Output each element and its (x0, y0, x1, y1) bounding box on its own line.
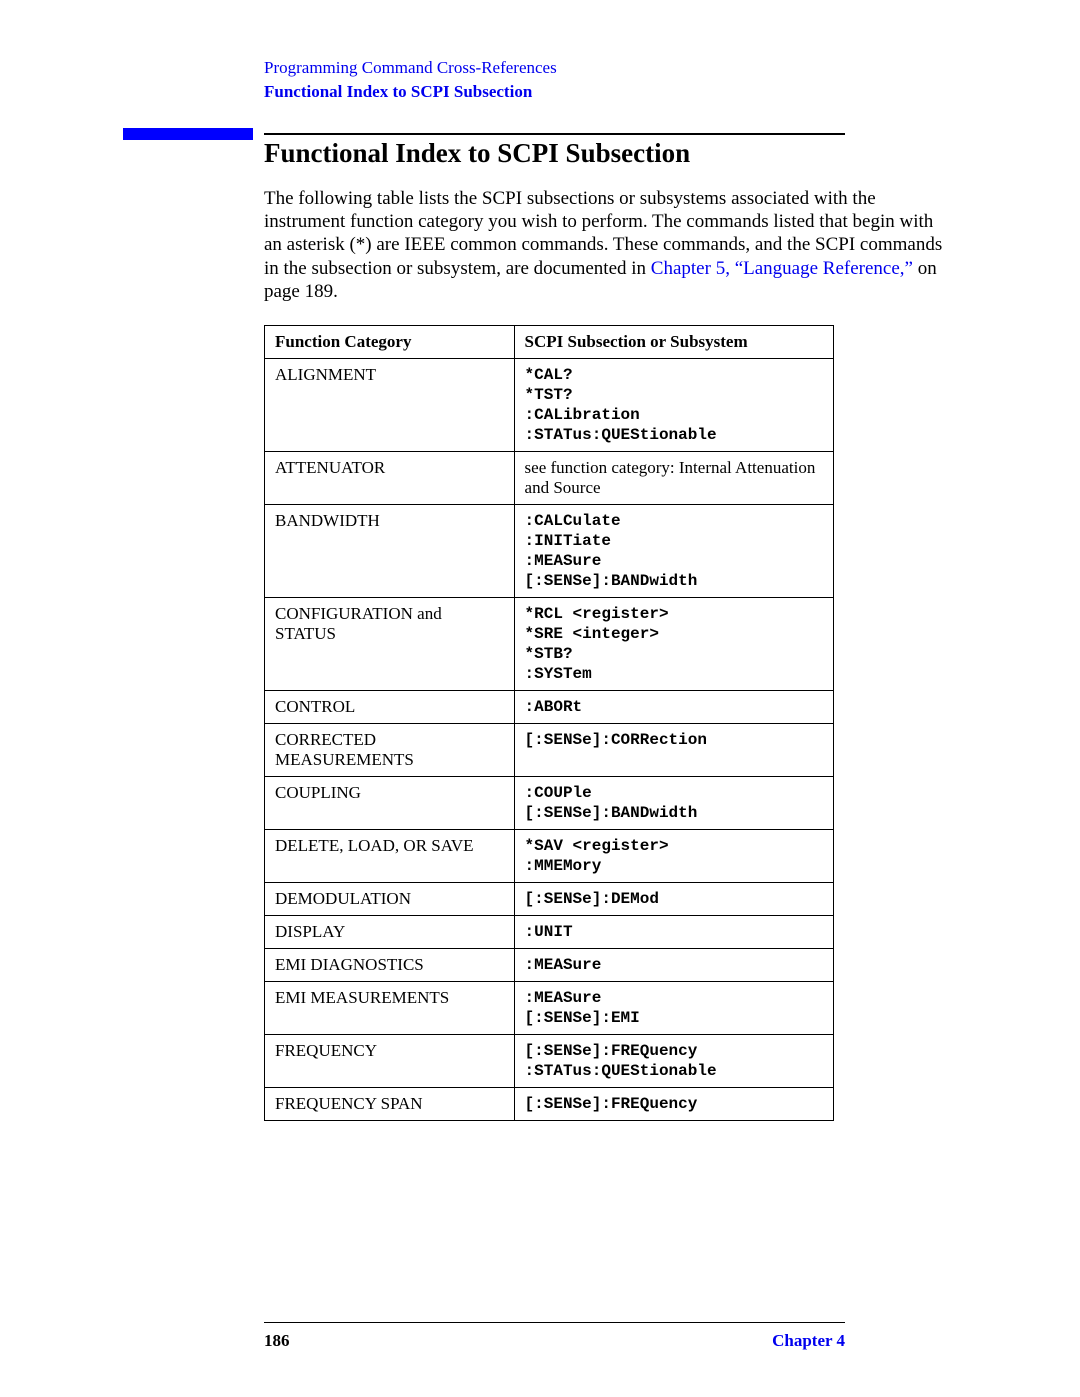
scpi-plain-text: see function category: Internal Attenuat… (525, 458, 816, 497)
category-cell: CONTROL (265, 690, 515, 723)
scpi-cell: see function category: Internal Attenuat… (514, 451, 833, 504)
page-footer: 186 Chapter 4 (264, 1322, 845, 1351)
scpi-cell: :COUPle [:SENSe]:BANDwidth (514, 776, 833, 829)
table-row: DELETE, LOAD, OR SAVE*SAV <register> :MM… (265, 829, 834, 882)
table-row: EMI MEASUREMENTS:MEASure [:SENSe]:EMI (265, 981, 834, 1034)
scpi-cell: :MEASure (514, 948, 833, 981)
scpi-mono-text: [:SENSe]:FREQuency :STATus:QUEStionable (525, 1041, 823, 1081)
scpi-cell: *SAV <register> :MMEMory (514, 829, 833, 882)
category-cell: CORRECTED MEASUREMENTS (265, 723, 515, 776)
table-row: FREQUENCY SPAN [:SENSe]:FREQuency (265, 1087, 834, 1120)
page: Programming Command Cross-References Fun… (0, 0, 1080, 1397)
scpi-mono-text: [:SENSe]:FREQuency (525, 1094, 823, 1114)
table-header-row: Function Category SCPI Subsection or Sub… (265, 325, 834, 358)
scpi-table: Function Category SCPI Subsection or Sub… (264, 325, 834, 1121)
table-row: DEMODULATION [:SENSe]:DEMod (265, 882, 834, 915)
category-cell: FREQUENCY (265, 1034, 515, 1087)
column-header-category: Function Category (265, 325, 515, 358)
header-section-title: Functional Index to SCPI Subsection (264, 82, 950, 102)
scpi-mono-text: [:SENSe]:CORRection (525, 730, 823, 750)
horizontal-rule (264, 133, 845, 135)
scpi-mono-text: [:SENSe]:DEMod (525, 889, 823, 909)
scpi-cell: [:SENSe]:FREQuency (514, 1087, 833, 1120)
table-row: DISPLAY :UNIT (265, 915, 834, 948)
category-cell: EMI MEASUREMENTS (265, 981, 515, 1034)
chapter-label-link[interactable]: Chapter 4 (772, 1331, 845, 1351)
scpi-mono-text: :ABORt (525, 697, 823, 717)
scpi-cell: :CALCulate :INITiate :MEASure [:SENSe]:B… (514, 504, 833, 597)
header-chapter-title: Programming Command Cross-References (264, 58, 950, 78)
table-row: BANDWIDTH:CALCulate :INITiate :MEASure [… (265, 504, 834, 597)
scpi-mono-text: :CALCulate :INITiate :MEASure [:SENSe]:B… (525, 511, 823, 591)
scpi-cell: *CAL? *TST? :CALibration :STATus:QUEStio… (514, 358, 833, 451)
table-row: ALIGNMENT*CAL? *TST? :CALibration :STATu… (265, 358, 834, 451)
column-header-scpi: SCPI Subsection or Subsystem (514, 325, 833, 358)
scpi-mono-text: *CAL? *TST? :CALibration :STATus:QUEStio… (525, 365, 823, 445)
table-row: COUPLING:COUPle [:SENSe]:BANDwidth (265, 776, 834, 829)
chapter-reference-link[interactable]: Chapter 5, “Language Reference,” (651, 258, 913, 279)
scpi-cell: *RCL <register> *SRE <integer> *STB? :SY… (514, 597, 833, 690)
category-cell: ALIGNMENT (265, 358, 515, 451)
decorative-bar (123, 128, 253, 140)
scpi-mono-text: :COUPle [:SENSe]:BANDwidth (525, 783, 823, 823)
table-row: EMI DIAGNOSTICS :MEASure (265, 948, 834, 981)
category-cell: DELETE, LOAD, OR SAVE (265, 829, 515, 882)
scpi-cell: :UNIT (514, 915, 833, 948)
category-cell: CONFIGURATION and STATUS (265, 597, 515, 690)
scpi-mono-text: :UNIT (525, 922, 823, 942)
page-number: 186 (264, 1331, 290, 1351)
scpi-cell: [:SENSe]:DEMod (514, 882, 833, 915)
category-cell: ATTENUATOR (265, 451, 515, 504)
main-heading: Functional Index to SCPI Subsection (264, 138, 950, 169)
category-cell: BANDWIDTH (265, 504, 515, 597)
category-cell: EMI DIAGNOSTICS (265, 948, 515, 981)
table-row: FREQUENCY[:SENSe]:FREQuency :STATus:QUES… (265, 1034, 834, 1087)
category-cell: COUPLING (265, 776, 515, 829)
table-row: ATTENUATOR see function category: Interna… (265, 451, 834, 504)
category-cell: FREQUENCY SPAN (265, 1087, 515, 1120)
scpi-cell: [:SENSe]:CORRection (514, 723, 833, 776)
table-row: CONTROL :ABORt (265, 690, 834, 723)
scpi-mono-text: *SAV <register> :MMEMory (525, 836, 823, 876)
table-row: CORRECTED MEASUREMENTS [:SENSe]:CORRectio… (265, 723, 834, 776)
table-row: CONFIGURATION and STATUS*RCL <register> … (265, 597, 834, 690)
scpi-mono-text: :MEASure [:SENSe]:EMI (525, 988, 823, 1028)
category-cell: DISPLAY (265, 915, 515, 948)
scpi-mono-text: *RCL <register> *SRE <integer> *STB? :SY… (525, 604, 823, 684)
scpi-cell: :ABORt (514, 690, 833, 723)
scpi-cell: [:SENSe]:FREQuency :STATus:QUEStionable (514, 1034, 833, 1087)
category-cell: DEMODULATION (265, 882, 515, 915)
scpi-mono-text: :MEASure (525, 955, 823, 975)
scpi-cell: :MEASure [:SENSe]:EMI (514, 981, 833, 1034)
intro-paragraph: The following table lists the SCPI subse… (264, 187, 950, 303)
